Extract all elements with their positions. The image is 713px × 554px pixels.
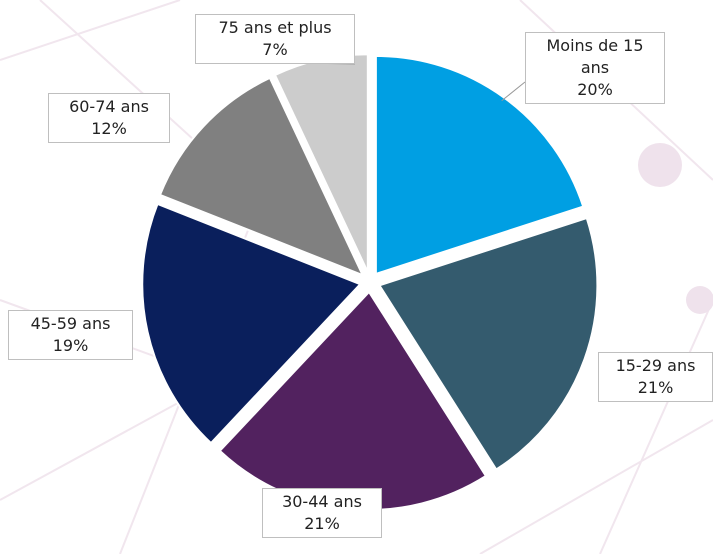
data-label: 60-74 ans 12% [48,93,170,143]
data-label: 15-29 ans 21% [598,352,713,402]
value-label: 21% [304,514,340,533]
data-label: Moins de 15 ans 20% [525,32,665,104]
category-label: 60-74 ans [69,97,149,116]
category-label: 30-44 ans [282,492,362,511]
category-label: Moins de 15 ans [546,36,644,77]
data-label: 30-44 ans 21% [262,488,382,538]
pie-slice [377,216,599,471]
category-label: 15-29 ans [615,356,696,375]
value-label: 7% [262,40,288,59]
pie-slice [141,202,362,445]
value-label: 19% [52,336,89,355]
value-label: 20% [577,80,613,99]
value-label: 12% [91,119,127,138]
data-label: 75 ans et plus 7% [195,14,355,64]
value-label: 21% [637,378,674,397]
category-label: 45-59 ans [30,314,111,333]
leader-line [501,81,526,102]
pie-slice [374,54,585,276]
category-label: 75 ans et plus [218,18,332,37]
data-label: 45-59 ans 19% [8,310,133,360]
pie-slice [158,76,365,278]
